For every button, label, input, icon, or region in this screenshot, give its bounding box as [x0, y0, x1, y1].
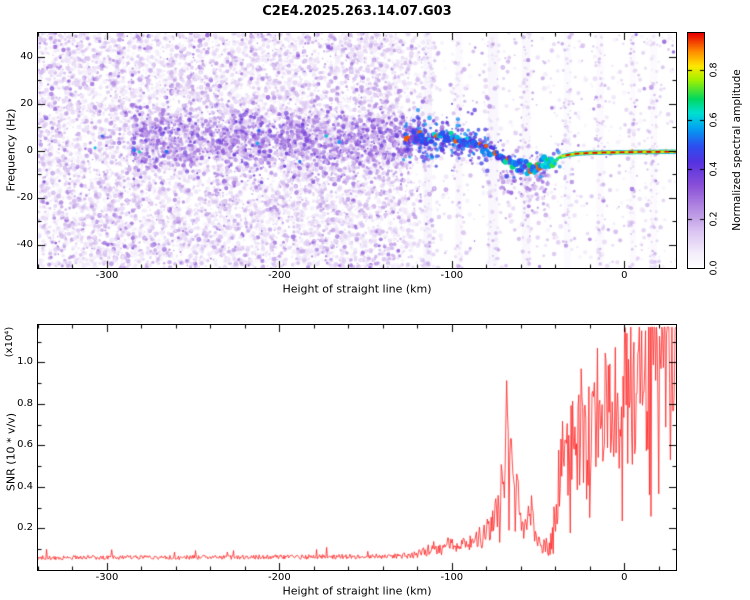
snr-x-tick-label: -300 [95, 572, 119, 583]
spec-x-tick-label: -200 [268, 270, 291, 281]
snr-y-tick-label: 0.4 [17, 480, 33, 492]
snr-y-tick-label: 0.6 [17, 439, 33, 451]
colorbar-canvas [688, 33, 704, 268]
spectrogram-panel [37, 32, 677, 269]
spec-y-tick-label: -40 [16, 238, 33, 250]
snr-panel [37, 324, 677, 571]
spec-y-tick-label: 0 [26, 144, 33, 156]
colorbar-tick-label: 0.2 [708, 210, 720, 227]
colorbar-tick-label: 0.0 [708, 260, 720, 276]
spectrogram-canvas [38, 33, 676, 268]
colorbar-tick-label: 0.6 [708, 112, 720, 128]
spec-x-tick-label: -100 [440, 270, 464, 281]
spec-y-tick-label: 40 [20, 50, 33, 62]
colorbar [687, 32, 705, 269]
snr-canvas [38, 325, 676, 570]
spec-x-tick-label: 0 [621, 270, 628, 281]
snr-scale-note: (x10⁴) [4, 326, 15, 358]
snr-xaxis-label: Height of straight line (km) [282, 584, 432, 598]
colorbar-tick-label: 0.4 [708, 161, 720, 177]
colorbar-tick-label: 0.8 [708, 62, 720, 78]
colorbar-label: Normalized spectral amplitude [730, 69, 743, 231]
freq-axis-label: Frequency (Hz) [4, 108, 18, 192]
snr-x-tick-label: -100 [440, 572, 464, 583]
snr-x-tick-label: 0 [621, 572, 628, 583]
spec-y-tick-label: 20 [20, 97, 33, 109]
snr-y-tick-label: 1.0 [17, 356, 33, 368]
snr-x-tick-label: -200 [268, 572, 291, 583]
snr-y-tick-label: 0.8 [17, 397, 33, 409]
spec-xaxis-label: Height of straight line (km) [282, 282, 432, 296]
snr-yaxis-label: SNR (10 * v/v) [4, 412, 18, 492]
spec-x-tick-label: -300 [95, 270, 119, 281]
snr-y-tick-label: 0.2 [17, 522, 33, 534]
chart-title: C2E4.2025.263.14.07.G03 [262, 4, 452, 19]
spec-y-tick-label: -20 [16, 191, 33, 203]
